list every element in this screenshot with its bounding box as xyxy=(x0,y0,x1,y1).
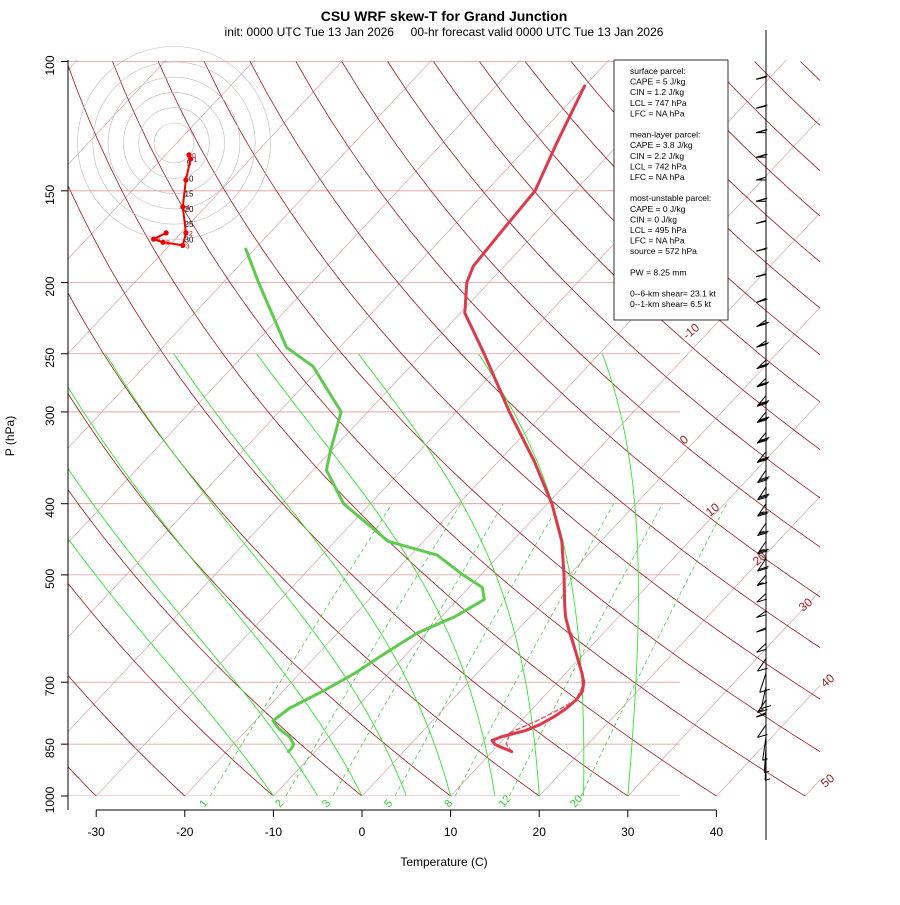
isotherm-label: 40 xyxy=(818,671,837,691)
mixing-ratio-label: 8 xyxy=(442,798,455,810)
y-tick-label: 300 xyxy=(43,406,57,426)
info-box-line: LFC = NA hPa xyxy=(630,172,685,182)
mixing-ratio-label: 3 xyxy=(320,798,333,810)
info-box-line: CAPE = 5 J/kg xyxy=(630,77,686,87)
mixing-ratio-label: 12 xyxy=(497,793,514,810)
dry-adiabat xyxy=(0,62,471,812)
hodograph-point xyxy=(180,204,185,209)
mixing-ratio-line xyxy=(509,504,662,796)
dewpoint-line xyxy=(246,249,484,752)
temperature-line xyxy=(465,86,585,752)
chart-subtitle: init: 0000 UTC Tue 13 Jan 2026 00-hr for… xyxy=(225,25,664,39)
chart-title: CSU WRF skew-T for Grand Junction xyxy=(321,8,568,24)
hodograph-ring xyxy=(78,47,271,240)
info-box-line: most-unstable parcel: xyxy=(630,193,711,203)
hodograph-point xyxy=(183,177,188,182)
hodograph-point xyxy=(180,243,185,248)
y-tick-label: 250 xyxy=(43,347,57,367)
info-box-line: LFC = NA hPa xyxy=(630,236,685,246)
mixing-ratio-label: 5 xyxy=(382,798,395,810)
dry-adiabat xyxy=(296,62,900,812)
hodograph-point-label: 2 xyxy=(189,231,193,238)
x-tick-label: 20 xyxy=(533,825,547,839)
isotherm-label: 10 xyxy=(703,500,722,520)
hodograph-ring xyxy=(139,108,210,179)
y-tick-label: 500 xyxy=(43,569,57,589)
x-tick-label: 30 xyxy=(621,825,635,839)
info-box-line: LCL = 495 hPa xyxy=(630,225,687,235)
info-box-line: CIN = 1.2 J/kg xyxy=(630,87,684,97)
y-axis-label: P (hPa) xyxy=(3,416,17,456)
hodograph-point-label: 1 xyxy=(194,157,198,164)
isotherm-label: 50 xyxy=(818,771,837,791)
mixing-ratio-label: 1 xyxy=(197,798,210,810)
hodograph-point-label: 5 xyxy=(157,237,161,244)
info-box-line: PW = 8.25 mm xyxy=(630,267,686,277)
info-box-line: LFC = NA hPa xyxy=(630,108,685,118)
dry-adiabat xyxy=(0,62,292,812)
isotherm-line xyxy=(0,28,551,812)
info-box-line: 0--1-km shear= 6.5 kt xyxy=(630,299,712,309)
hodograph-point-label: 4 xyxy=(186,205,190,212)
dry-adiabat xyxy=(800,62,900,812)
isotherm-line xyxy=(0,28,196,812)
hodograph-ring-label: 15 xyxy=(185,190,194,199)
y-tick-label: 700 xyxy=(43,676,57,696)
x-tick-label: -30 xyxy=(88,825,106,839)
mixing-ratio-label: 2 xyxy=(273,798,286,810)
dry-adiabat xyxy=(755,62,900,812)
hodograph-point xyxy=(151,237,156,242)
x-tick-label: -20 xyxy=(176,825,194,839)
hodograph-point-label: 3 xyxy=(186,243,190,250)
isotherm-line xyxy=(0,28,462,812)
info-box-line: LCL = 742 hPa xyxy=(630,161,687,171)
y-tick-label: 1000 xyxy=(43,786,57,813)
dry-adiabat xyxy=(0,62,561,812)
info-box-line: CIN = 2.2 J/kg xyxy=(630,151,684,161)
x-tick-label: 0 xyxy=(359,825,366,839)
info-box-line: LCL = 747 hPa xyxy=(630,98,687,108)
x-axis-label: Temperature (C) xyxy=(400,855,487,869)
hodograph-point xyxy=(188,156,193,161)
isotherm-label: 30 xyxy=(796,595,815,615)
info-box-line: CAPE = 3.8 J/kg xyxy=(630,140,693,150)
isotherm-line xyxy=(170,28,900,812)
y-tick-label: 400 xyxy=(43,497,57,517)
x-tick-label: 10 xyxy=(444,825,458,839)
isotherm-line xyxy=(790,28,900,812)
mixing-ratio-line xyxy=(581,504,727,796)
info-box-line: surface parcel: xyxy=(630,66,686,76)
x-tick-label: 40 xyxy=(710,825,724,839)
info-box-line: CAPE = 0 J/kg xyxy=(630,204,686,214)
info-box-line: mean-layer parcel: xyxy=(630,130,700,140)
hodograph-point-label: 8 xyxy=(166,240,170,247)
y-tick-label: 100 xyxy=(43,55,57,75)
info-box-line: 0--6-km shear= 23.1 kt xyxy=(630,289,716,299)
info-box-line: CIN = 0 J/kg xyxy=(630,214,677,224)
y-tick-label: 850 xyxy=(43,738,57,758)
hodograph-point xyxy=(160,240,165,245)
isotherm-label: 0 xyxy=(677,432,691,447)
info-box-line: source = 572 hPa xyxy=(630,246,697,256)
hodograph-point xyxy=(183,230,188,235)
dry-adiabat xyxy=(709,62,900,812)
mixing-ratio-line xyxy=(210,504,392,796)
mixing-ratio-label: 20 xyxy=(568,793,585,810)
dry-adiabat xyxy=(0,62,202,812)
y-tick-label: 200 xyxy=(43,276,57,296)
sounding-profiles xyxy=(246,86,585,752)
hodograph-point xyxy=(164,230,169,235)
x-tick-label: -10 xyxy=(265,825,283,839)
y-tick-label: 150 xyxy=(43,184,57,204)
